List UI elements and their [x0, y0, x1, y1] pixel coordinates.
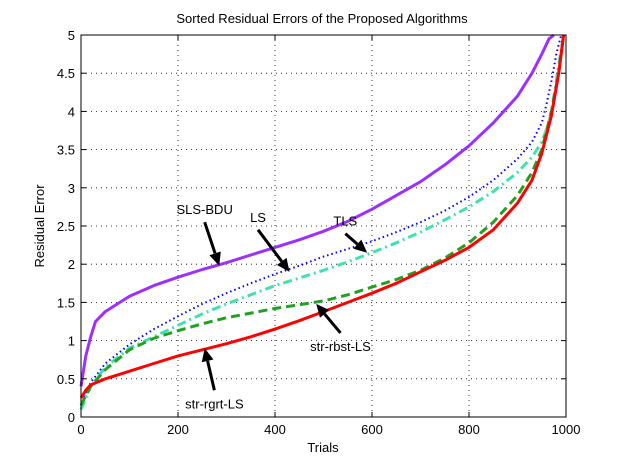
x-tick-label: 800: [458, 422, 480, 437]
x-tick-label: 600: [361, 422, 383, 437]
annotation-arrow-ls: [256, 228, 283, 263]
plot-frame: [80, 34, 567, 418]
series-line-str-rbst-ls: [79, 34, 566, 407]
series-line-str-rgrt-ls: [79, 34, 566, 399]
annotation-arrow-sls-bdu: [203, 221, 217, 254]
annotation-arrowhead-str-rgrt-ls: [201, 348, 214, 363]
ticks: 0 200 400 600 800 1000 0 0.5 1 1.5 2 2.5 3 3.5 4 4.5 5: [57, 28, 581, 437]
annotation-arrowhead-sls-bdu: [209, 251, 221, 266]
y-tick-label: 4.5: [57, 66, 75, 81]
y-tick-label: 1.5: [57, 295, 75, 310]
series-line-tls: [79, 34, 566, 410]
grid: [81, 35, 566, 417]
annotation-arrow-tls: [344, 232, 359, 246]
annotation-arrowhead-str-rbst-ls: [316, 303, 330, 318]
annotation-label-str-rgrt-ls: str-rgrt-LS: [185, 396, 244, 411]
series-group: [79, 33, 566, 410]
y-tick-label: 2.5: [57, 219, 75, 234]
y-tick-label: 1: [68, 334, 75, 349]
annotation-arrow-str-rbst-ls: [323, 312, 342, 334]
y-tick-label: 0: [68, 410, 75, 425]
x-tick-label: 1000: [552, 422, 581, 437]
annotation-arrowhead-tls: [353, 239, 368, 253]
annotations: SLS-BDU LS TLS str-rbst-LS str-rgrt-LS: [176, 202, 371, 411]
y-tick-label: 5: [68, 28, 75, 43]
annotation-label-tls: TLS: [333, 214, 357, 229]
annotation-label-str-rbst-ls: str-rbst-LS: [310, 339, 371, 354]
y-tick-label: 3: [68, 181, 75, 196]
annotation-label-ls: LS: [250, 210, 266, 225]
y-tick-label: 2: [68, 257, 75, 272]
series-line-sls-bdu: [79, 33, 555, 387]
y-axis-label: Residual Error: [32, 184, 47, 268]
annotation-arrow-str-rgrt-ls: [206, 360, 216, 391]
y-tick-label: 3.5: [57, 143, 75, 158]
x-tick-label: 400: [264, 422, 286, 437]
annotation-label-sls-bdu: SLS-BDU: [176, 202, 232, 217]
annotation-arrowhead-ls: [276, 257, 290, 272]
x-axis-label: Trials: [307, 440, 339, 455]
chart-title: Sorted Residual Errors of the Proposed A…: [176, 11, 468, 26]
x-tick-label: 0: [77, 422, 84, 437]
series-line-ls: [80, 34, 563, 406]
x-tick-label: 200: [167, 422, 189, 437]
y-tick-label: 0.5: [57, 372, 75, 387]
y-tick-label: 4: [68, 104, 75, 119]
